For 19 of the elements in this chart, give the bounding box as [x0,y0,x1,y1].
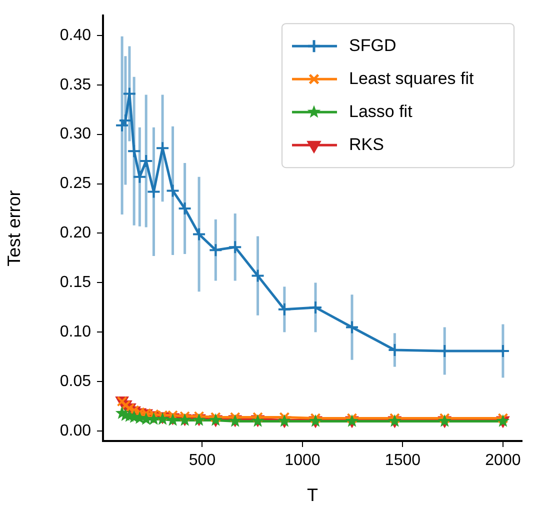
legend-label: Lasso fit [349,102,413,121]
y-tick-label: 0.10 [60,324,92,341]
legend-label: Least squares fit [349,68,474,88]
y-tick-label: 0.15 [60,274,92,292]
y-tick-label: 0.25 [60,175,92,192]
y-axis-title: Test error [4,190,24,266]
x-axis-title: T [307,485,318,506]
y-tick-label: 0.05 [60,373,92,390]
legend-label: SFGD [349,36,396,55]
legend-label: RKS [349,134,384,154]
y-tick-label: 0.20 [60,224,92,242]
y-tick-label: 0.30 [60,126,92,143]
y-tick-label: 0.40 [60,26,92,44]
y-tick-label: 0.00 [60,422,92,440]
x-tick-label: 500 [188,452,216,470]
x-tick-label: 1500 [384,452,421,470]
x-tick-label: 2000 [485,452,521,470]
y-tick-label: 0.35 [60,76,92,94]
x-tick-label: 1000 [284,452,320,470]
